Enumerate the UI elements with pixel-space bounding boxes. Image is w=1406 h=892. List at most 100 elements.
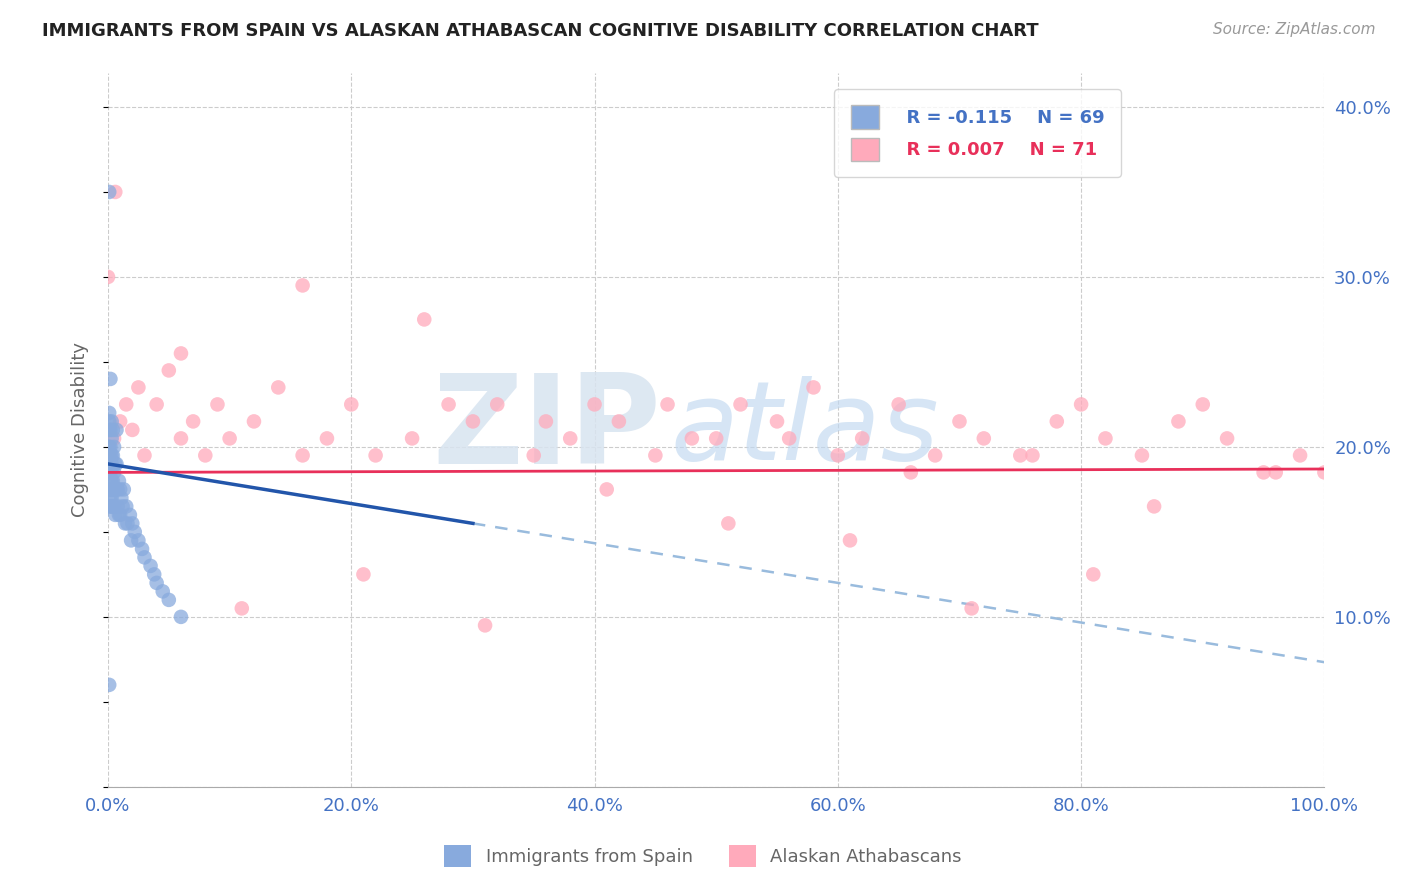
Point [98,483,121,497]
Point [145,575,167,590]
Point [1143,500,1166,514]
Point [100,491,122,505]
Point [1191,397,1213,411]
Point [107,500,129,514]
Text: Source: ZipAtlas.com: Source: ZipAtlas.com [1212,22,1375,37]
Point [243,414,266,428]
Point [657,397,679,411]
Point [117,516,139,531]
Point [100,414,122,428]
Point [100,500,122,514]
Point [100,483,122,497]
Point [170,346,193,360]
Point [103,483,125,497]
Point [98,185,121,199]
Point [108,474,131,488]
Point [181,414,204,428]
Point [103,466,125,480]
Legend:   R = -0.115    N = 69,   R = 0.007    N = 71: R = -0.115 N = 69, R = 0.007 N = 71 [834,89,1121,178]
Point [100,423,122,437]
Point [100,483,122,497]
Point [730,397,752,411]
Point [766,414,789,428]
Point [100,449,122,463]
Point [1167,414,1189,428]
Point [104,483,127,497]
Point [115,500,138,514]
Point [194,449,217,463]
Point [100,372,122,386]
Point [717,516,740,531]
Point [114,516,136,531]
Point [134,449,156,463]
Point [596,483,619,497]
Point [157,593,180,607]
Point [105,457,128,471]
Point [523,449,546,463]
Point [100,440,122,454]
Point [101,474,124,488]
Point [104,185,127,199]
Point [112,483,135,497]
Point [139,558,162,573]
Point [103,431,125,445]
Point [1130,449,1153,463]
Point [887,397,910,411]
Point [104,457,127,471]
Point [100,431,122,445]
Point [103,440,125,454]
Point [170,431,193,445]
Point [108,508,131,522]
Point [105,483,128,497]
Point [98,414,121,428]
Point [839,533,862,548]
Point [1253,466,1275,480]
Point [1083,567,1105,582]
Point [413,312,436,326]
Point [107,483,129,497]
Point [924,449,946,463]
Point [108,483,131,497]
Point [143,567,166,582]
Point [474,618,496,632]
Point [98,466,121,480]
Point [127,380,149,394]
Point [108,414,131,428]
Point [111,500,134,514]
Point [851,431,873,445]
Point [583,397,606,411]
Point [607,414,630,428]
Point [1070,397,1092,411]
Point [101,423,124,437]
Point [231,601,253,615]
Point [121,516,143,531]
Point [98,440,121,454]
Point [98,449,121,463]
Point [900,466,922,480]
Point [98,406,121,420]
Point [960,601,983,615]
Point [170,610,193,624]
Point [97,269,120,284]
Point [100,457,122,471]
Point [534,414,557,428]
Point [486,397,509,411]
Point [461,414,484,428]
Point [103,500,125,514]
Point [97,440,120,454]
Point [152,584,174,599]
Point [1010,449,1032,463]
Point [145,397,167,411]
Point [101,500,124,514]
Point [1021,449,1043,463]
Point [115,397,138,411]
Point [98,678,121,692]
Point [100,500,122,514]
Point [105,423,128,437]
Point [100,474,122,488]
Point [108,508,131,522]
Y-axis label: Cognitive Disability: Cognitive Disability [72,343,89,517]
Point [291,278,314,293]
Point [131,541,153,556]
Point [973,431,995,445]
